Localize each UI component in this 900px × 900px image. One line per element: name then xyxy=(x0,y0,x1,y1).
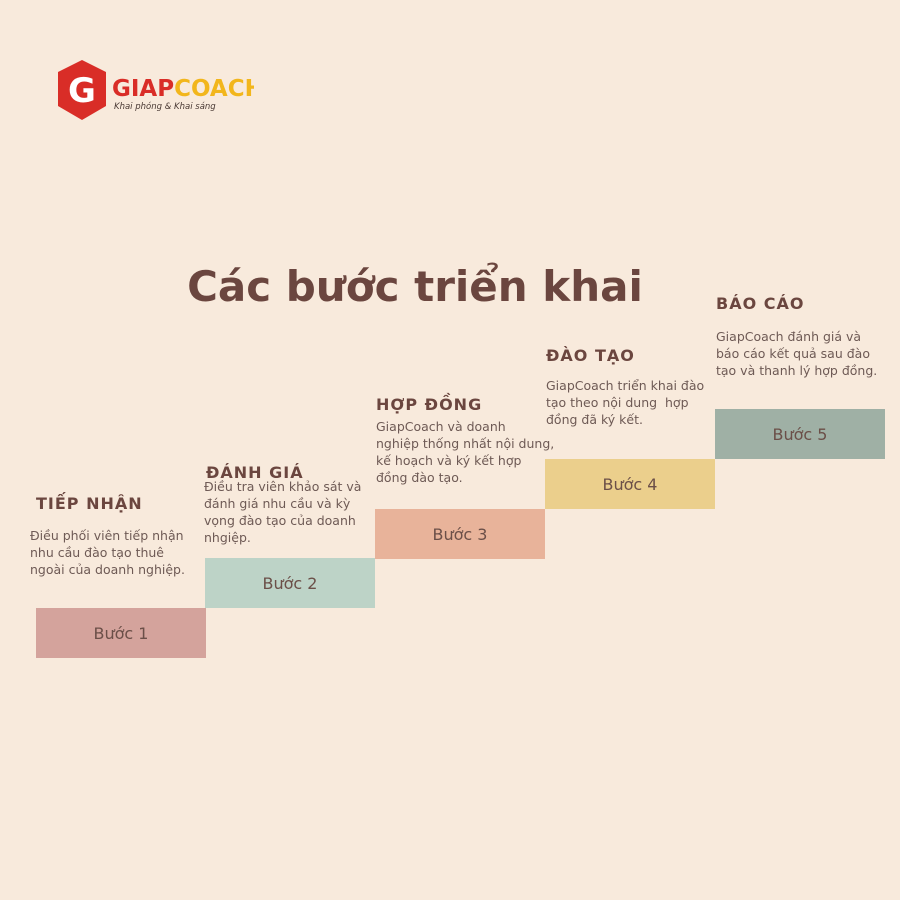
description-line: GiapCoach và doanh xyxy=(376,419,506,434)
logo-letter: G xyxy=(68,71,96,111)
step-heading: ĐÁNH GIÁ xyxy=(206,463,304,482)
step-heading: BÁO CÁO xyxy=(716,294,805,313)
description-line: Điều tra viên khảo sát và xyxy=(204,479,362,494)
description-line: báo cáo kết quả sau đào xyxy=(716,346,870,361)
description-line: Điều phối viên tiếp nhận xyxy=(30,528,184,543)
title: Các bước triển khai xyxy=(187,262,643,311)
description-line: tạo và thanh lý hợp đồng. xyxy=(716,363,878,378)
description-line: nghiệp thống nhất nội dung, xyxy=(376,436,555,451)
description-line: đánh giá nhu cầu và kỳ xyxy=(204,496,351,511)
description-line: đồng đào tạo. xyxy=(376,470,463,485)
step-box: Bước 2 xyxy=(205,558,375,608)
logo: G GIAPCOACH Khai phóng & Khai sáng xyxy=(58,60,254,120)
description-line: vọng đào tạo của doanh xyxy=(204,513,356,528)
step-box: Bước 3 xyxy=(375,509,545,559)
description-line: tạo theo nội dung hợp xyxy=(546,395,689,410)
description-line: ngoài của doanh nghiệp. xyxy=(30,562,185,577)
logo-brand-second: COACH xyxy=(174,76,254,102)
logo-tagline: Khai phóng & Khai sáng xyxy=(114,101,216,112)
description-line: kế hoạch và ký kết hợp xyxy=(376,453,522,468)
step-heading: HỢP ĐỒNG xyxy=(376,395,483,414)
step-description: GiapCoach triển khai đào tạo theo nội dun… xyxy=(546,377,704,428)
step-heading: TIẾP NHẬN xyxy=(36,494,143,513)
step-box: Bước 5 xyxy=(715,409,885,459)
step-description: GiapCoach đánh giá và báo cáo kết quả sau… xyxy=(716,328,877,379)
logo-brand-first: GIAP xyxy=(112,76,174,102)
description-line: nhgiệp. xyxy=(204,530,251,545)
step-heading: ĐÀO TẠO xyxy=(546,346,635,365)
logo-brand: GIAPCOACH xyxy=(112,76,254,102)
step-box: Bước 4 xyxy=(545,459,715,509)
step-box: Bước 1 xyxy=(36,608,206,658)
description-line: GiapCoach đánh giá và xyxy=(716,329,862,344)
step-description: Điều phối viên tiếp nhận nhu cầu đào tạo … xyxy=(30,527,185,578)
description-line: nhu cầu đào tạo thuê xyxy=(30,545,165,560)
description-line: GiapCoach triển khai đào xyxy=(546,378,705,393)
logo-hexagon xyxy=(58,60,106,120)
description-line: đồng đã ký kết. xyxy=(546,412,643,427)
step-description: GiapCoach và doanh nghiệp thống nhất nội … xyxy=(376,418,554,486)
step-description: Điều tra viên khảo sát và đánh giá nhu cầ… xyxy=(204,478,361,546)
